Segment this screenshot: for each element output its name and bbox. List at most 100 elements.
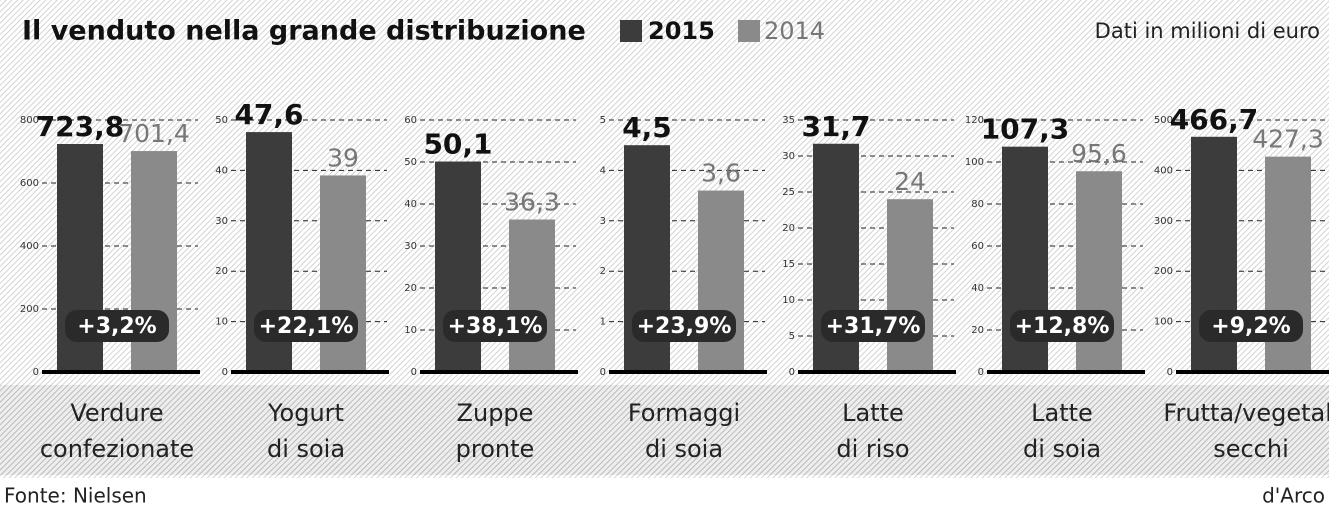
change-label: +22,1% — [259, 314, 354, 339]
x-label: Verdure — [70, 399, 163, 427]
y-tick-label: 0 — [789, 367, 795, 378]
value-label: 107,3 — [981, 113, 1070, 146]
x-label: Latte — [1031, 399, 1093, 427]
x-label: di soia — [1023, 435, 1101, 463]
x-label: pronte — [456, 435, 535, 463]
change-label: +3,2% — [77, 314, 156, 339]
y-tick-label: 40 — [971, 283, 984, 294]
y-tick-label: 25 — [782, 187, 795, 198]
y-tick-label: 500 — [1154, 115, 1173, 126]
y-tick-label: 10 — [782, 295, 795, 306]
change-label: +12,8% — [1015, 314, 1110, 339]
legend-label: 2015 — [648, 17, 715, 45]
y-tick-label: 15 — [782, 259, 795, 270]
value-label: 50,1 — [423, 128, 492, 161]
change-badge — [65, 310, 169, 342]
x-label: secchi — [1213, 435, 1289, 463]
bar — [509, 219, 555, 372]
label-band — [0, 385, 1329, 475]
value-label: 39 — [327, 143, 359, 172]
unit-note: Dati in milioni di euro — [1095, 19, 1320, 43]
source: Fonte: Nielsen — [4, 484, 147, 508]
y-tick-label: 20 — [971, 325, 984, 336]
value-label: 427,3 — [1252, 125, 1324, 154]
bar — [887, 199, 933, 372]
y-tick-label: 50 — [404, 157, 417, 168]
chart-title: Il venduto nella grande distribuzione — [22, 16, 586, 47]
change-badge — [1199, 310, 1303, 342]
y-tick-label: 5 — [789, 331, 795, 342]
y-tick-label: 100 — [1154, 317, 1173, 328]
y-tick-label: 10 — [215, 317, 228, 328]
y-tick-label: 0 — [1167, 367, 1173, 378]
x-label: di soia — [645, 435, 723, 463]
value-label: 466,7 — [1170, 103, 1259, 136]
y-tick-label: 0 — [600, 367, 606, 378]
y-tick-label: 5 — [600, 115, 606, 126]
y-tick-label: 300 — [1154, 216, 1173, 227]
x-label: di riso — [836, 435, 909, 463]
value-label: 701,4 — [118, 119, 190, 148]
y-tick-label: 30 — [215, 216, 228, 227]
y-tick-label: 40 — [404, 199, 417, 210]
y-tick-label: 50 — [215, 115, 228, 126]
legend-swatch — [620, 20, 642, 42]
y-tick-label: 30 — [782, 151, 795, 162]
change-badge — [254, 310, 358, 342]
x-label: Latte — [842, 399, 904, 427]
y-tick-label: 400 — [1154, 165, 1173, 176]
y-tick-label: 800 — [20, 115, 39, 126]
y-tick-label: 0 — [222, 367, 228, 378]
bar — [320, 175, 366, 372]
y-tick-label: 3 — [600, 216, 606, 227]
y-tick-label: 0 — [411, 367, 417, 378]
x-label: Formaggi — [628, 399, 740, 427]
y-tick-label: 100 — [965, 157, 984, 168]
y-tick-label: 120 — [965, 115, 984, 126]
change-badge — [1010, 310, 1114, 342]
y-tick-label: 0 — [33, 367, 39, 378]
value-label: 47,6 — [234, 98, 303, 131]
change-label: +23,9% — [637, 314, 732, 339]
legend-swatch — [738, 20, 760, 42]
y-tick-label: 0 — [978, 367, 984, 378]
x-label: Frutta/vegetali — [1163, 399, 1329, 427]
y-tick-label: 200 — [20, 304, 39, 315]
x-label: confezionate — [40, 435, 194, 463]
y-tick-label: 20 — [404, 283, 417, 294]
change-label: +38,1% — [448, 314, 543, 339]
y-tick-label: 10 — [404, 325, 417, 336]
credit: d'Arco — [1262, 484, 1325, 508]
change-label: +31,7% — [826, 314, 921, 339]
legend-label: 2014 — [764, 17, 825, 45]
y-tick-label: 1 — [600, 317, 606, 328]
y-tick-label: 600 — [20, 178, 39, 189]
value-label: 24 — [894, 167, 926, 196]
y-tick-label: 35 — [782, 115, 795, 126]
value-label: 31,7 — [801, 110, 870, 143]
y-tick-label: 60 — [971, 241, 984, 252]
y-tick-label: 4 — [600, 165, 606, 176]
x-label: di soia — [267, 435, 345, 463]
y-tick-label: 200 — [1154, 266, 1173, 277]
x-label: Zuppe — [457, 399, 534, 427]
value-label: 95,6 — [1071, 139, 1127, 168]
change-badge — [632, 310, 736, 342]
y-tick-label: 2 — [600, 266, 606, 277]
change-label: +9,2% — [1211, 314, 1290, 339]
change-badge — [443, 310, 547, 342]
value-label: 4,5 — [622, 111, 672, 144]
x-label: Yogurt — [267, 399, 344, 427]
y-tick-label: 30 — [404, 241, 417, 252]
y-tick-label: 20 — [782, 223, 795, 234]
bar — [698, 190, 744, 372]
y-tick-label: 60 — [404, 115, 417, 126]
value-label: 723,8 — [36, 110, 125, 143]
value-label: 3,6 — [701, 159, 741, 188]
y-tick-label: 400 — [20, 241, 39, 252]
change-badge — [821, 310, 925, 342]
value-label: 36,3 — [504, 188, 560, 217]
y-tick-label: 40 — [215, 165, 228, 176]
y-tick-label: 20 — [215, 266, 228, 277]
